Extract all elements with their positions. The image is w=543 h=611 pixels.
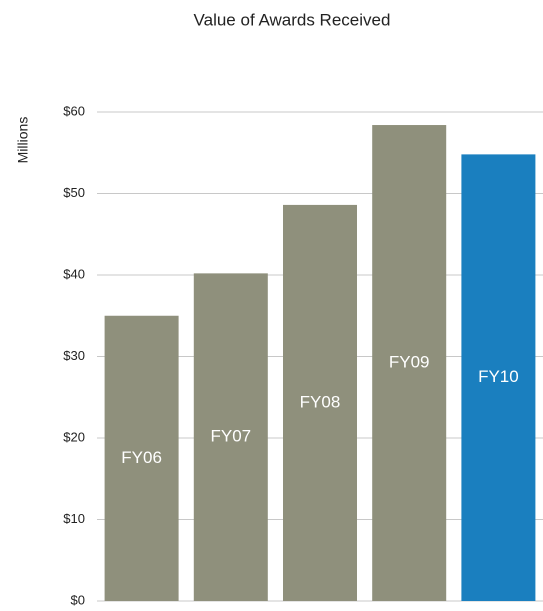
bar-category-label: FY10 [478, 367, 519, 386]
y-tick-label: $60 [63, 103, 85, 118]
bar [372, 125, 447, 601]
bar [193, 273, 268, 601]
bar-category-label: FY07 [210, 427, 251, 446]
bar-category-label: FY09 [389, 353, 430, 372]
y-tick-label: $40 [63, 266, 85, 281]
bar [283, 204, 357, 601]
y-axis-label: Millions [15, 117, 31, 164]
chart-title: Value of Awards Received [194, 10, 391, 29]
y-tick-label: $30 [63, 348, 85, 363]
y-tick-label: $0 [71, 592, 85, 607]
bar [104, 315, 179, 601]
bar [461, 154, 536, 601]
bar-category-label: FY06 [121, 448, 162, 467]
y-tick-label: $50 [63, 185, 85, 200]
bar-category-label: FY08 [300, 392, 341, 411]
y-tick-label: $20 [63, 429, 85, 444]
y-tick-label: $10 [63, 511, 85, 526]
